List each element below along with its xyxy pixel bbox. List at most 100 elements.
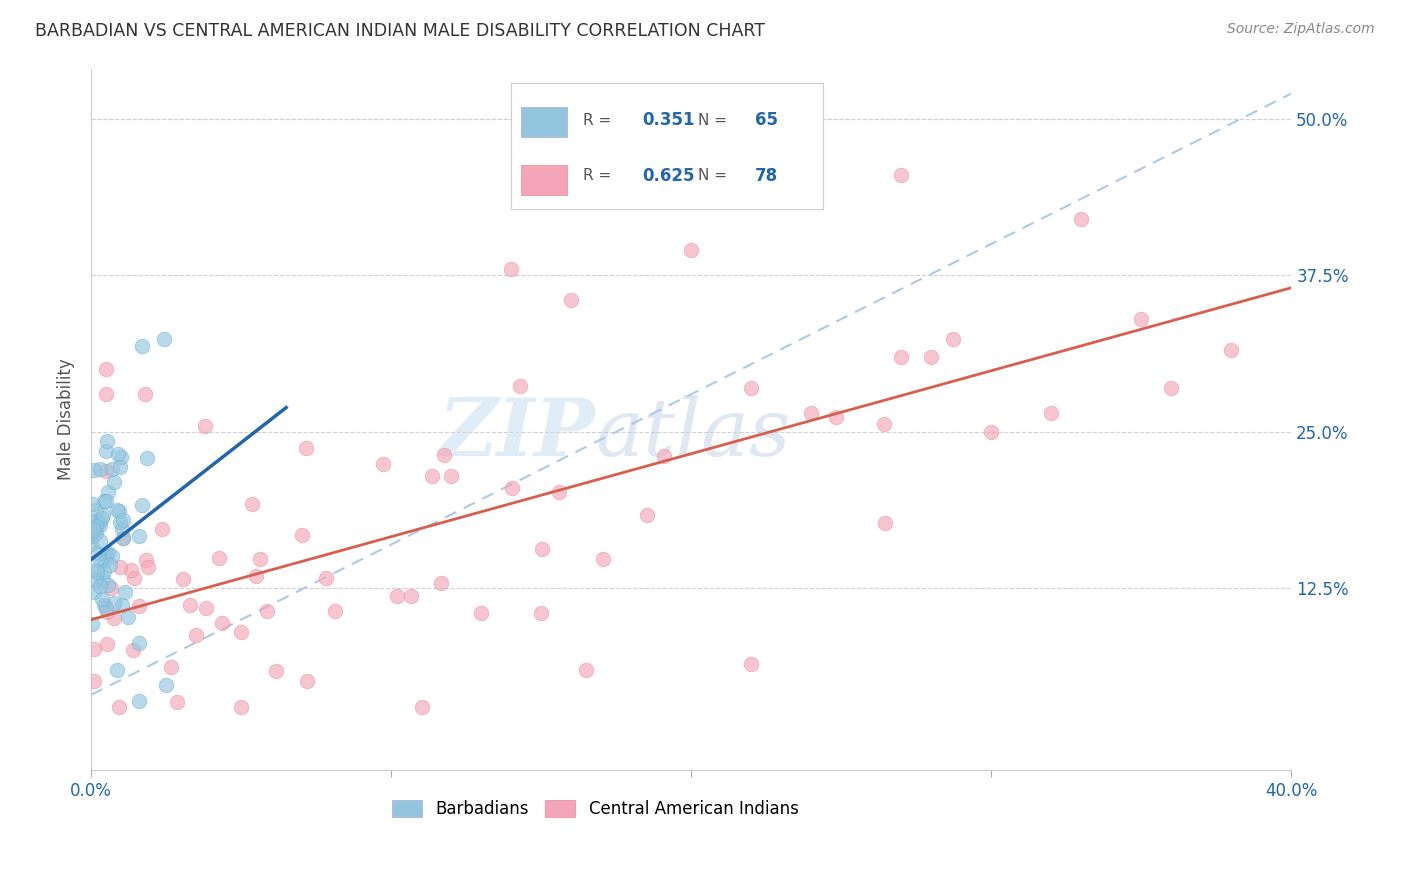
Point — [96, 637, 118, 651]
Point — [96, 362, 118, 376]
Point — [96, 434, 118, 448]
Point — [96, 605, 118, 619]
Point — [249, 551, 271, 566]
Point — [122, 643, 145, 657]
Point — [433, 448, 456, 462]
Point — [97, 546, 120, 560]
Point — [89, 533, 111, 548]
Point — [501, 262, 523, 277]
Point — [135, 553, 157, 567]
Point — [91, 508, 114, 523]
Point — [107, 503, 129, 517]
Point — [111, 598, 134, 612]
Point — [96, 600, 118, 615]
Point — [530, 541, 553, 556]
Point — [501, 481, 523, 495]
Point — [740, 381, 762, 395]
Point — [131, 339, 153, 353]
Point — [111, 512, 134, 526]
Point — [875, 516, 897, 531]
Point — [89, 515, 111, 529]
Point — [150, 522, 173, 536]
Point — [179, 598, 201, 612]
Point — [93, 554, 115, 568]
Point — [166, 695, 188, 709]
Point — [89, 579, 111, 593]
Point — [229, 700, 252, 714]
Point — [825, 410, 848, 425]
Point — [256, 603, 278, 617]
Point — [107, 700, 129, 714]
Point — [83, 642, 105, 657]
Point — [89, 554, 111, 568]
Point — [86, 565, 108, 579]
Point — [245, 568, 267, 582]
Point — [873, 417, 896, 431]
Point — [120, 563, 142, 577]
Point — [110, 559, 132, 574]
Point — [111, 522, 134, 536]
Point — [942, 332, 965, 346]
Point — [86, 563, 108, 577]
Point — [112, 532, 135, 546]
Point — [548, 485, 571, 500]
Point — [980, 425, 1002, 439]
Point — [172, 572, 194, 586]
Point — [84, 518, 107, 533]
Point — [315, 571, 337, 585]
Point — [1070, 211, 1092, 226]
Point — [420, 468, 443, 483]
Point — [114, 585, 136, 599]
Point — [83, 673, 105, 688]
Point — [84, 503, 107, 517]
Point — [84, 573, 107, 587]
Point — [1130, 312, 1153, 326]
Point — [291, 527, 314, 541]
Point — [93, 493, 115, 508]
Point — [575, 663, 598, 677]
Point — [94, 548, 117, 562]
Point — [637, 508, 659, 522]
Point — [93, 565, 115, 579]
Point — [429, 575, 451, 590]
Point — [90, 591, 112, 606]
Legend: Barbadians, Central American Indians: Barbadians, Central American Indians — [385, 793, 806, 825]
Point — [138, 560, 160, 574]
Point — [89, 518, 111, 533]
Text: ZIP: ZIP — [439, 394, 595, 472]
Point — [112, 531, 135, 545]
Point — [890, 168, 912, 182]
Point — [128, 599, 150, 613]
Point — [155, 678, 177, 692]
Point — [110, 450, 132, 464]
Point — [231, 625, 253, 640]
Point — [295, 441, 318, 455]
Point — [91, 572, 114, 586]
Point — [264, 665, 287, 679]
Point — [297, 673, 319, 688]
Point — [560, 293, 582, 308]
Point — [103, 475, 125, 489]
Text: atlas: atlas — [595, 394, 790, 472]
Point — [100, 581, 122, 595]
Point — [105, 503, 128, 517]
Point — [128, 529, 150, 543]
Point — [530, 607, 553, 621]
Point — [509, 378, 531, 392]
Point — [83, 463, 105, 477]
Point — [83, 521, 105, 535]
Point — [83, 524, 105, 538]
Point — [1220, 343, 1243, 358]
Point — [207, 551, 229, 566]
Point — [97, 578, 120, 592]
Point — [920, 350, 942, 364]
Point — [385, 589, 408, 603]
Point — [186, 628, 208, 642]
Point — [134, 387, 156, 401]
Y-axis label: Male Disability: Male Disability — [58, 359, 75, 480]
Point — [96, 387, 118, 401]
Point — [131, 499, 153, 513]
Point — [84, 526, 107, 541]
Point — [323, 604, 346, 618]
Text: Source: ZipAtlas.com: Source: ZipAtlas.com — [1227, 22, 1375, 37]
